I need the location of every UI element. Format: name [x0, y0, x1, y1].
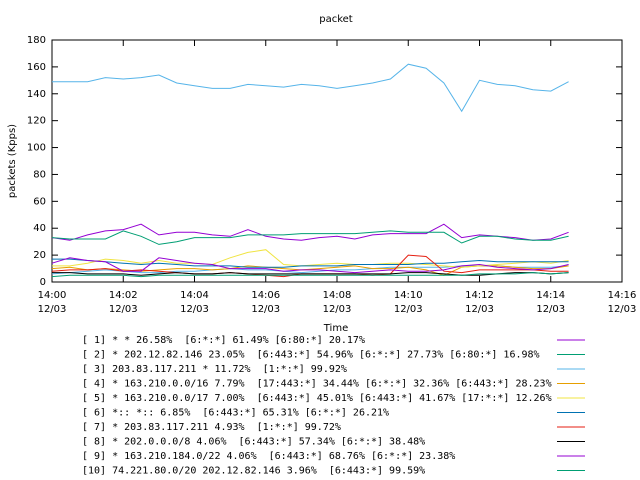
series-line: [51, 272, 569, 278]
series-line: [52, 258, 569, 268]
x-tick-label: 14:04: [180, 290, 209, 301]
x-tick-label: 14:10: [394, 290, 423, 301]
x-tick-label: 14:00: [38, 290, 67, 301]
x-tick-label: 14:16: [608, 290, 637, 301]
legend-label: [ 2] * 202.12.82.146 23.05% [6:443:*] 54…: [82, 350, 540, 361]
legend-label: [ 8] * 202.0.0.0/8 4.06% [6:443:*] 57.34…: [82, 437, 425, 448]
series-line: [52, 272, 569, 276]
chart-title: packet: [319, 14, 353, 25]
y-tick-label: 40: [33, 223, 46, 234]
y-tick-label: 0: [40, 277, 46, 288]
x-tick-label: 12/03: [109, 304, 138, 315]
legend-label: [ 6] *:: *:: 6.85% [6:443:*] 65.31% [6:*…: [82, 408, 389, 419]
series-line: [51, 257, 569, 274]
y-axis-label: packets (Kpps): [7, 124, 18, 198]
x-tick-label: 14:02: [109, 290, 138, 301]
x-tick-label: 12/03: [608, 304, 637, 315]
series-line: [52, 249, 569, 268]
y-tick-label: 60: [33, 196, 46, 207]
x-tick-label: 14:06: [251, 290, 280, 301]
series-line: [51, 230, 569, 245]
x-axis-label: Time: [323, 323, 348, 334]
legend-label: [ 9] * 163.210.184.0/22 4.06% [6:443:*] …: [82, 451, 455, 462]
x-tick-label: 12/03: [394, 304, 423, 315]
y-tick-label: 120: [27, 116, 46, 127]
y-tick-label: 20: [33, 250, 46, 261]
x-tick-label: 12/03: [536, 304, 565, 315]
x-tick-label: 14:14: [536, 290, 565, 301]
y-tick-label: 180: [27, 35, 46, 46]
x-tick-label: 12/03: [251, 304, 280, 315]
y-tick-label: 160: [27, 62, 46, 73]
x-tick-label: 12/03: [465, 304, 494, 315]
x-tick-label: 12/03: [180, 304, 209, 315]
legend-label: [ 3] 203.83.117.211 * 11.72% [1:*:*] 99.…: [82, 364, 347, 375]
x-tick-label: 14:12: [465, 290, 494, 301]
y-tick-label: 140: [27, 89, 46, 100]
x-tick-label: 12/03: [38, 304, 67, 315]
series-line: [51, 223, 569, 241]
legend-label: [ 5] * 163.210.0.0/17 7.00% [6:443:*] 45…: [82, 393, 552, 404]
plot-frame: [51, 39, 623, 283]
legend-label: [ 1] * * 26.58% [6:*:*] 61.49% [6:80:*] …: [82, 335, 365, 346]
x-tick-label: 12/03: [323, 304, 352, 315]
legend-label: [10] 74.221.80.0/20 202.12.82.146 3.96% …: [82, 466, 425, 477]
series-line: [52, 63, 569, 113]
y-tick-label: 100: [27, 143, 46, 154]
y-tick-label: 80: [33, 169, 46, 180]
legend-label: [ 4] * 163.210.0.0/16 7.79% [17:443:*] 3…: [82, 379, 552, 390]
x-tick-label: 14:08: [323, 290, 352, 301]
legend-label: [ 7] * 203.83.117.211 4.93% [1:*:*] 99.7…: [82, 422, 341, 433]
